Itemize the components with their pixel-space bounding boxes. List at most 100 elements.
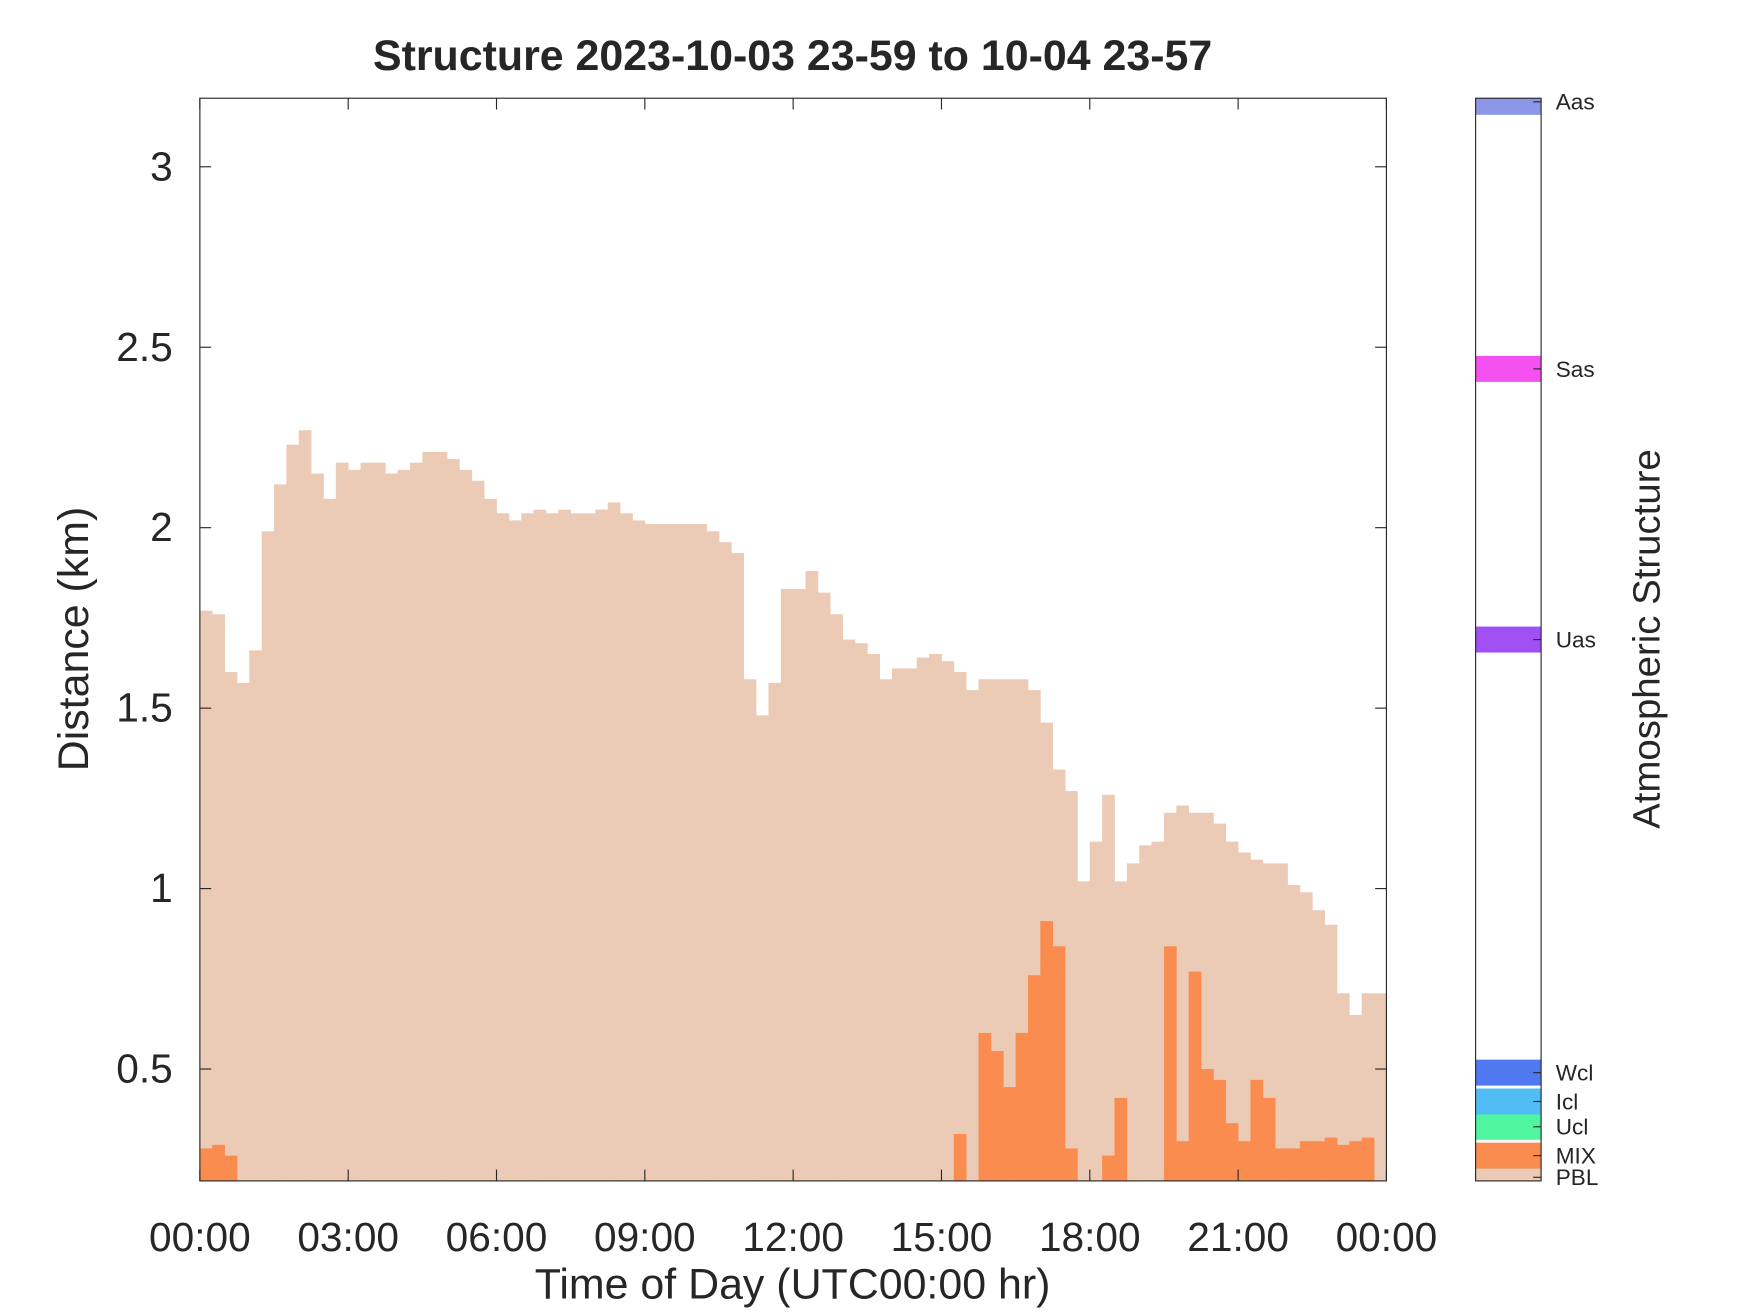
bar	[224, 1155, 238, 1181]
bar	[1336, 993, 1350, 1181]
bar	[533, 509, 547, 1181]
bar	[274, 484, 287, 1181]
y-tick-label: 0.5	[116, 1046, 172, 1092]
bar	[1324, 924, 1338, 1181]
bar	[620, 513, 633, 1181]
bar	[1151, 841, 1165, 1181]
bar	[1201, 1069, 1214, 1181]
bar	[1275, 863, 1288, 1181]
bar	[1139, 845, 1152, 1181]
bar	[360, 462, 374, 1181]
bar	[1003, 679, 1016, 1181]
x-tick-label: 12:00	[742, 1214, 844, 1260]
bar	[286, 444, 300, 1181]
bar	[508, 520, 522, 1181]
x-tick-label: 18:00	[1039, 1214, 1141, 1260]
colorbar-band	[1475, 1142, 1542, 1169]
bar	[298, 430, 312, 1181]
bar	[1312, 910, 1325, 1181]
colorbar-tick-label: PBL	[1556, 1165, 1599, 1190]
bar	[706, 531, 720, 1181]
bar	[484, 498, 497, 1181]
bar	[261, 531, 275, 1181]
bar	[1312, 1141, 1325, 1181]
bar	[1126, 863, 1140, 1181]
bar	[1361, 1137, 1375, 1181]
bar	[199, 1148, 213, 1181]
x-tick-label: 09:00	[594, 1214, 696, 1260]
bar	[842, 639, 856, 1181]
bar	[583, 513, 596, 1181]
bar	[941, 661, 955, 1181]
bar	[1374, 993, 1387, 1181]
bar	[892, 668, 905, 1181]
bar	[978, 1032, 992, 1181]
bar	[459, 469, 473, 1181]
bar	[372, 462, 386, 1181]
colorbar-band	[1475, 1088, 1542, 1115]
bar	[1015, 1032, 1029, 1181]
x-tick-label: 00:00	[1336, 1214, 1438, 1260]
bar	[1349, 1014, 1363, 1181]
colorbar-tick-label: Uas	[1556, 627, 1596, 652]
bar	[323, 498, 337, 1181]
x-tick-label: 03:00	[297, 1214, 399, 1260]
bar	[434, 451, 448, 1181]
colorbar-tick-label: Wcl	[1556, 1061, 1594, 1086]
bar	[409, 462, 423, 1181]
bar	[1114, 1097, 1128, 1181]
bar	[1349, 1141, 1363, 1181]
bar	[817, 592, 831, 1181]
bar	[1275, 1148, 1288, 1181]
y-tick-label: 2.5	[116, 324, 172, 370]
bar	[1052, 946, 1066, 1181]
bar	[348, 469, 361, 1181]
x-axis-label: Time of Day (UTC00:00 hr)	[535, 1260, 1051, 1308]
y-tick-label: 1.5	[116, 685, 172, 731]
bar	[1238, 1141, 1251, 1181]
bar	[385, 473, 398, 1181]
bar	[990, 1050, 1004, 1181]
bar	[1213, 1079, 1227, 1181]
bar	[793, 589, 806, 1181]
colorbar-band	[1475, 1113, 1542, 1140]
x-tick-label: 00:00	[149, 1214, 251, 1260]
bar	[644, 524, 658, 1181]
bar	[718, 542, 732, 1181]
bar	[953, 672, 967, 1181]
colorbar-band	[1475, 1059, 1542, 1086]
bar	[1324, 1137, 1338, 1181]
bar	[595, 509, 609, 1181]
bar	[1250, 1079, 1264, 1181]
bar	[1262, 1097, 1276, 1181]
bar	[1163, 946, 1177, 1181]
bar	[929, 654, 942, 1181]
colorbar-band	[1475, 98, 1542, 115]
x-tick-label: 21:00	[1187, 1214, 1289, 1260]
bar	[1089, 841, 1103, 1181]
bar	[447, 459, 460, 1181]
bar	[780, 589, 794, 1181]
bar	[1102, 1155, 1115, 1181]
y-tick-label: 2	[150, 504, 173, 550]
bar	[521, 513, 534, 1181]
bar	[768, 682, 782, 1181]
bar	[669, 524, 683, 1181]
bar	[224, 672, 238, 1181]
bar	[805, 570, 819, 1181]
colorbar-tick-label: Icl	[1556, 1089, 1579, 1114]
bar	[867, 654, 881, 1181]
bar	[657, 524, 670, 1181]
bar	[1336, 1144, 1350, 1181]
bar	[1003, 1087, 1016, 1181]
bar	[212, 1144, 225, 1181]
bar	[953, 1133, 967, 1181]
colorbar-tick-label: Aas	[1556, 90, 1595, 115]
bar	[1102, 794, 1115, 1181]
bar	[1287, 884, 1301, 1181]
bar	[830, 614, 843, 1181]
bar	[545, 513, 559, 1181]
colorbar-band	[1475, 626, 1542, 653]
bar	[471, 480, 485, 1181]
colorbar-tick-label: Ucl	[1556, 1115, 1589, 1140]
